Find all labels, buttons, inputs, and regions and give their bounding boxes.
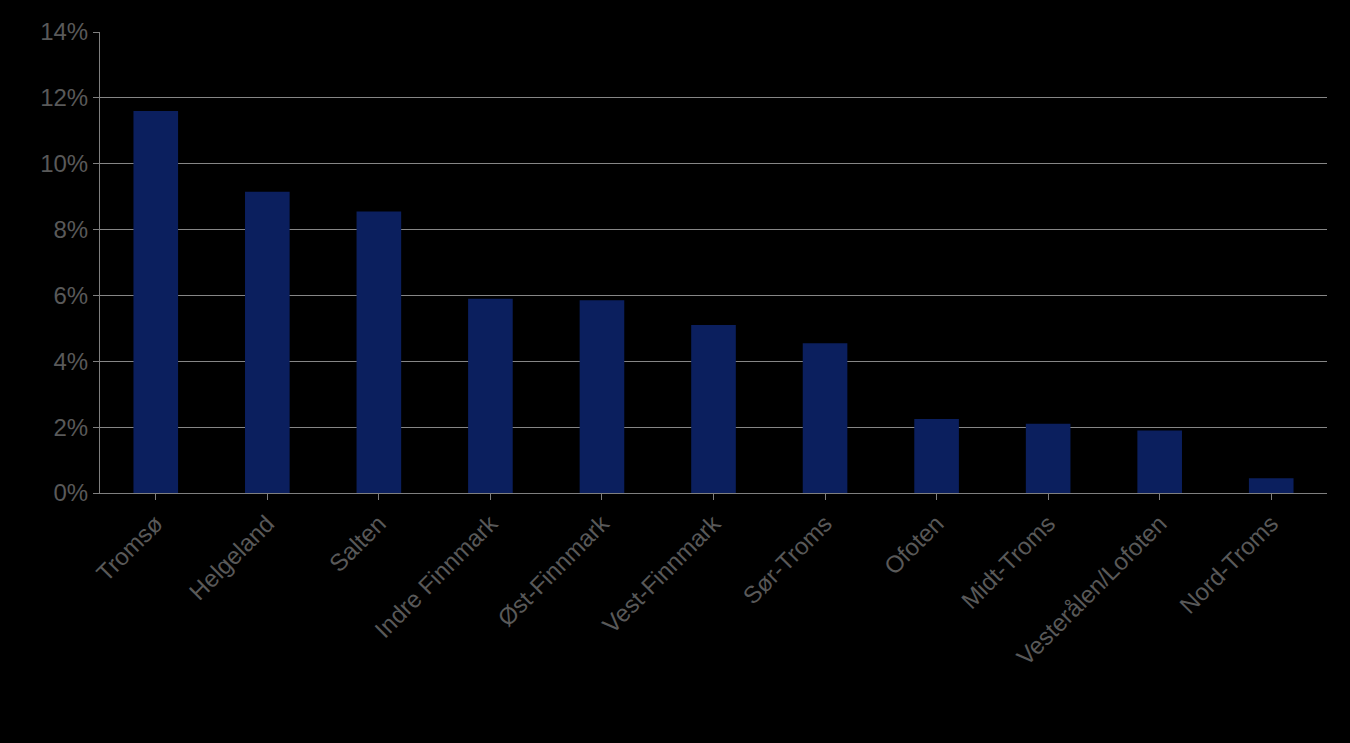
svg-text:10%: 10%: [40, 150, 88, 177]
svg-text:0%: 0%: [54, 479, 89, 506]
svg-text:6%: 6%: [54, 282, 89, 309]
svg-text:Tromsø: Tromsø: [91, 509, 168, 586]
svg-text:Midt-Troms: Midt-Troms: [956, 510, 1060, 614]
svg-text:Øst-Finnmark: Øst-Finnmark: [492, 509, 615, 632]
svg-text:2%: 2%: [54, 414, 89, 441]
svg-text:Ofoten: Ofoten: [879, 510, 949, 580]
svg-text:4%: 4%: [54, 348, 89, 375]
svg-text:Indre Finnmark: Indre Finnmark: [369, 509, 503, 643]
svg-text:Nord-Troms: Nord-Troms: [1174, 510, 1283, 619]
svg-text:14%: 14%: [40, 18, 88, 45]
svg-text:Sør-Troms: Sør-Troms: [738, 510, 838, 610]
svg-text:Helgeland: Helgeland: [184, 510, 280, 606]
svg-text:8%: 8%: [54, 216, 89, 243]
svg-text:Vest-Finnmark: Vest-Finnmark: [597, 509, 726, 638]
svg-text:Salten: Salten: [324, 510, 391, 577]
svg-text:Vesterålen/Lofoten: Vesterålen/Lofoten: [1011, 510, 1172, 671]
svg-text:12%: 12%: [40, 84, 88, 111]
